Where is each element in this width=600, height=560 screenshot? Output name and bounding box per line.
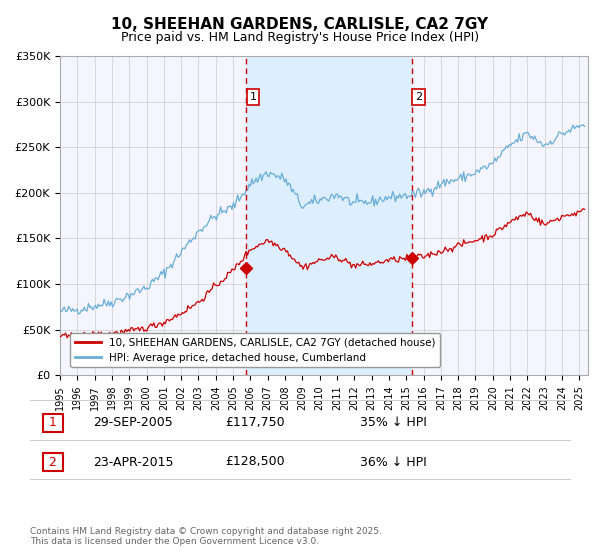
Text: 10, SHEEHAN GARDENS, CARLISLE, CA2 7GY: 10, SHEEHAN GARDENS, CARLISLE, CA2 7GY bbox=[112, 17, 488, 32]
Text: 35% ↓ HPI: 35% ↓ HPI bbox=[360, 416, 427, 430]
Text: Price paid vs. HM Land Registry's House Price Index (HPI): Price paid vs. HM Land Registry's House … bbox=[121, 31, 479, 44]
Text: £117,750: £117,750 bbox=[225, 416, 284, 430]
Text: 36% ↓ HPI: 36% ↓ HPI bbox=[360, 455, 427, 469]
Bar bbox=[246, 56, 412, 375]
Text: 1: 1 bbox=[45, 416, 61, 430]
Text: £128,500: £128,500 bbox=[225, 455, 284, 469]
Text: 23-APR-2015: 23-APR-2015 bbox=[93, 455, 173, 469]
Text: 29-SEP-2005: 29-SEP-2005 bbox=[93, 416, 173, 430]
Text: 2: 2 bbox=[45, 455, 61, 469]
Legend: 10, SHEEHAN GARDENS, CARLISLE, CA2 7GY (detached house), HPI: Average price, det: 10, SHEEHAN GARDENS, CARLISLE, CA2 7GY (… bbox=[70, 333, 440, 367]
Text: Contains HM Land Registry data © Crown copyright and database right 2025.
This d: Contains HM Land Registry data © Crown c… bbox=[30, 526, 382, 546]
Text: 1: 1 bbox=[250, 92, 256, 102]
Text: 2: 2 bbox=[415, 92, 422, 102]
